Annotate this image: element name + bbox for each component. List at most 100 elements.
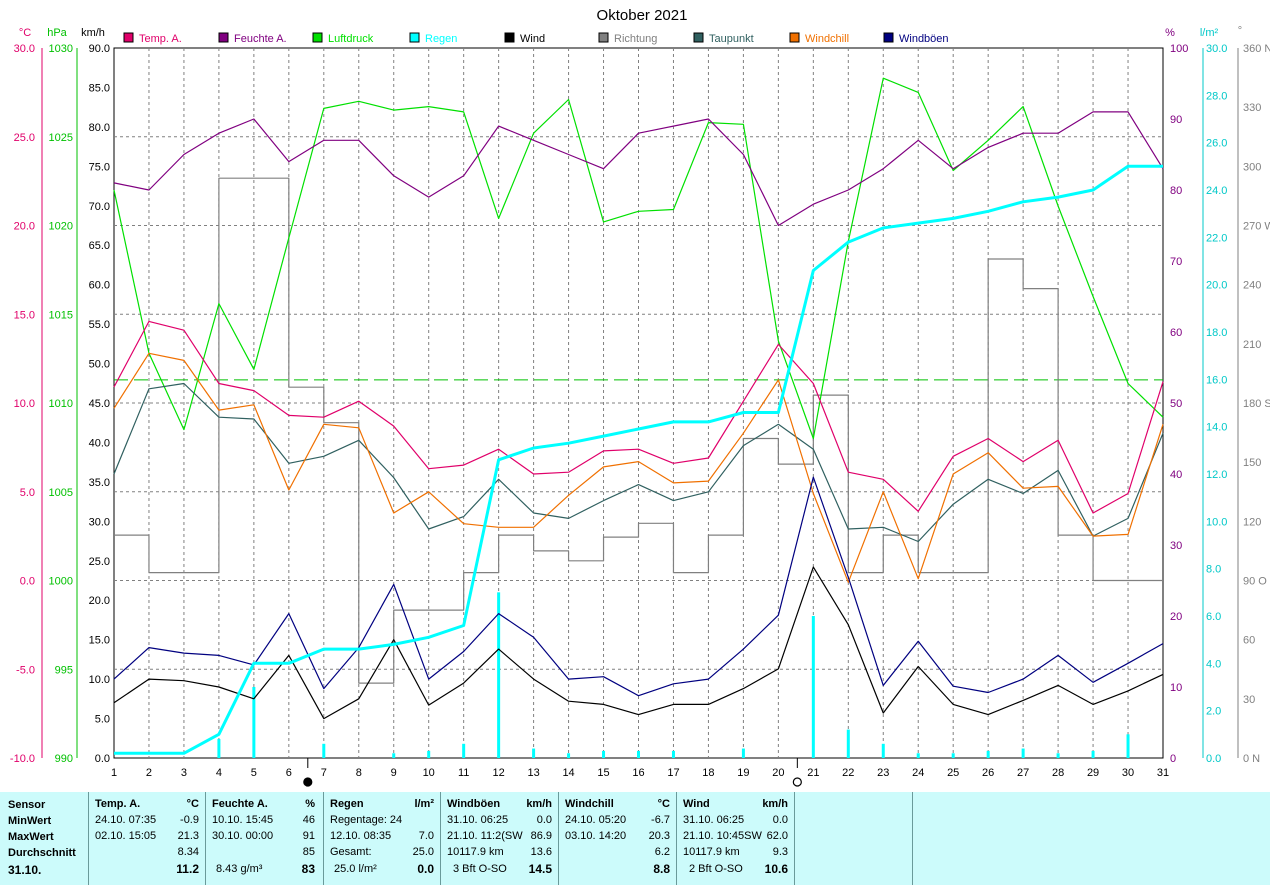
stats-row-min-label: MinWert	[8, 815, 52, 827]
series-rain-cumulative-line	[114, 164, 1163, 755]
humidity-axis-tick: 50	[1170, 398, 1182, 410]
x-tick-label: 26	[982, 767, 994, 779]
chart-axes: 30.025.020.015.010.05.00.0-5.0-10.0°C103…	[10, 25, 1270, 787]
stats-wind-unit: km/h	[762, 798, 788, 810]
x-tick-label: 2	[146, 767, 152, 779]
x-tick-label: 4	[216, 767, 222, 779]
direction-axis-tick: 210	[1243, 339, 1261, 351]
rain-daily-bar	[741, 748, 745, 758]
x-tick-label: 25	[947, 767, 959, 779]
direction-axis-tick: 60	[1243, 635, 1255, 647]
stats-wind-header: Wind	[683, 798, 710, 810]
legend-swatch-1	[218, 32, 229, 43]
rain-axis-tick: 2.0	[1206, 706, 1221, 718]
pressure-axis-unit: hPa	[47, 27, 67, 39]
rain-daily-bar	[916, 753, 920, 758]
rain-daily-bar	[637, 750, 640, 758]
wind-axis-tick: 80.0	[89, 122, 110, 134]
stats-wind-distance: 10117.9 km	[683, 846, 740, 858]
stats-gusts-column: Windböen km/h 31.10. 06:25 0.0 21.10. 11…	[441, 792, 559, 885]
rain-axis-tick: 28.0	[1206, 90, 1227, 102]
x-tick-label: 21	[807, 767, 819, 779]
stats-windchill-column: Windchill °C 24.10. 05:20 -6.7 03.10. 14…	[559, 792, 677, 885]
moon-new-marker	[303, 777, 313, 787]
humidity-axis-tick: 40	[1170, 469, 1182, 481]
rain-daily-bar	[252, 687, 256, 758]
stats-windchill-unit: °C	[657, 798, 670, 810]
x-tick-label: 18	[702, 767, 714, 779]
wind-axis-tick: 50.0	[89, 359, 110, 371]
stats-row-avg-label: Durchschnitt	[8, 847, 76, 859]
rain-daily-bar	[602, 750, 606, 758]
pressure-axis-tick: 1015	[49, 309, 73, 321]
x-tick-label: 27	[1017, 767, 1029, 779]
humidity-axis-tick: 100	[1170, 43, 1188, 55]
temp-axis-tick: 25.0	[14, 132, 35, 144]
rain-daily-bar	[1126, 734, 1130, 758]
stats-windchill-header: Windchill	[565, 798, 614, 810]
legend-swatch-3	[409, 32, 420, 43]
x-tick-label: 6	[286, 767, 292, 779]
stats-windchill-today: 8.8	[653, 862, 670, 876]
stats-empty-column	[795, 792, 913, 885]
temp-axis-tick: 30.0	[14, 43, 35, 55]
stats-gusts-beaufort: 3 Bft O-SO	[453, 863, 507, 875]
legend-label-7: Windchill	[805, 33, 849, 45]
stats-temp-avg: 8.34	[177, 846, 199, 858]
temp-axis-tick: -10.0	[10, 753, 35, 765]
stats-rain-max-date: 12.10. 08:35	[330, 830, 392, 842]
pressure-axis-tick: 995	[55, 664, 73, 676]
weather-chart: Oktober 2021 Temp. A. Feuchte A. Luftdruck…	[10, 7, 1270, 787]
stats-gusts-max-date: 21.10. 11:2(SW	[447, 830, 523, 842]
rain-axis-tick: 20.0	[1206, 280, 1227, 292]
stats-humidity-today: 83	[301, 862, 315, 876]
legend-label-6: Taupunkt	[709, 33, 754, 45]
rain-axis-tick: 0.0	[1206, 753, 1221, 765]
pressure-axis-tick: 1000	[49, 576, 73, 588]
rain-daily-bar	[846, 729, 850, 758]
stats-wind-min-date: 31.10. 06:25	[683, 814, 745, 826]
wind-axis-tick: 5.0	[95, 714, 110, 726]
series-wind-line	[113, 566, 1164, 720]
stats-temp-today: 11.2	[176, 862, 199, 876]
legend-swatch-2	[312, 32, 323, 43]
humidity-axis-tick: 30	[1170, 540, 1182, 552]
rain-daily-bar	[427, 750, 431, 758]
stats-rain-today: 0.0	[417, 862, 434, 876]
rain-daily-bar	[322, 743, 326, 758]
stats-wind-min-value: 0.0	[772, 814, 788, 826]
stats-wind-column: Wind km/h 31.10. 06:25 0.0 21.10. 10:45S…	[677, 792, 795, 885]
x-tick-label: 17	[667, 767, 679, 779]
stats-rain-days: Regentage: 24	[330, 814, 403, 826]
stats-windchill-avg: 6.2	[654, 846, 670, 858]
wind-axis-tick: 15.0	[89, 635, 110, 647]
legend-swatch-7	[789, 32, 800, 43]
stats-temp-max-date: 02.10. 15:05	[95, 830, 157, 842]
stats-row-max-label: MaxWert	[8, 831, 54, 843]
x-tick-label: 16	[632, 767, 644, 779]
legend-label-4: Wind	[520, 33, 545, 45]
stats-humidity-min-value: 46	[302, 814, 315, 826]
direction-axis-tick: 180 S	[1243, 398, 1270, 410]
x-tick-label: 15	[597, 767, 609, 779]
series-feuchte-a-line	[113, 111, 1164, 227]
stats-wind-max-date: 21.10. 10:45SW	[683, 830, 762, 842]
direction-axis-tick: 360 N	[1243, 43, 1270, 55]
x-tick-label: 14	[562, 767, 574, 779]
chart-legend: Temp. A. Feuchte A. Luftdruck Regen Wind Rich…	[123, 32, 949, 45]
stats-humidity-max-value: 91	[302, 830, 315, 842]
pressure-axis-tick: 1025	[49, 132, 73, 144]
humidity-axis-tick: 90	[1170, 114, 1182, 126]
rain-daily-bar	[567, 753, 571, 758]
x-tick-label: 7	[321, 767, 327, 779]
stats-temp-header: Temp. A.	[95, 798, 141, 810]
humidity-axis-unit: %	[1165, 27, 1175, 39]
stats-rain-month: 25.0 l/m²	[334, 863, 377, 875]
direction-axis-tick: 300	[1243, 161, 1261, 173]
legend-label-2: Luftdruck	[328, 33, 374, 45]
rain-daily-bar	[671, 750, 675, 758]
rain-axis-tick: 16.0	[1206, 374, 1227, 386]
wind-axis-tick: 10.0	[89, 674, 110, 686]
direction-axis-tick: 150	[1243, 457, 1261, 469]
humidity-axis-tick: 10	[1170, 682, 1182, 694]
